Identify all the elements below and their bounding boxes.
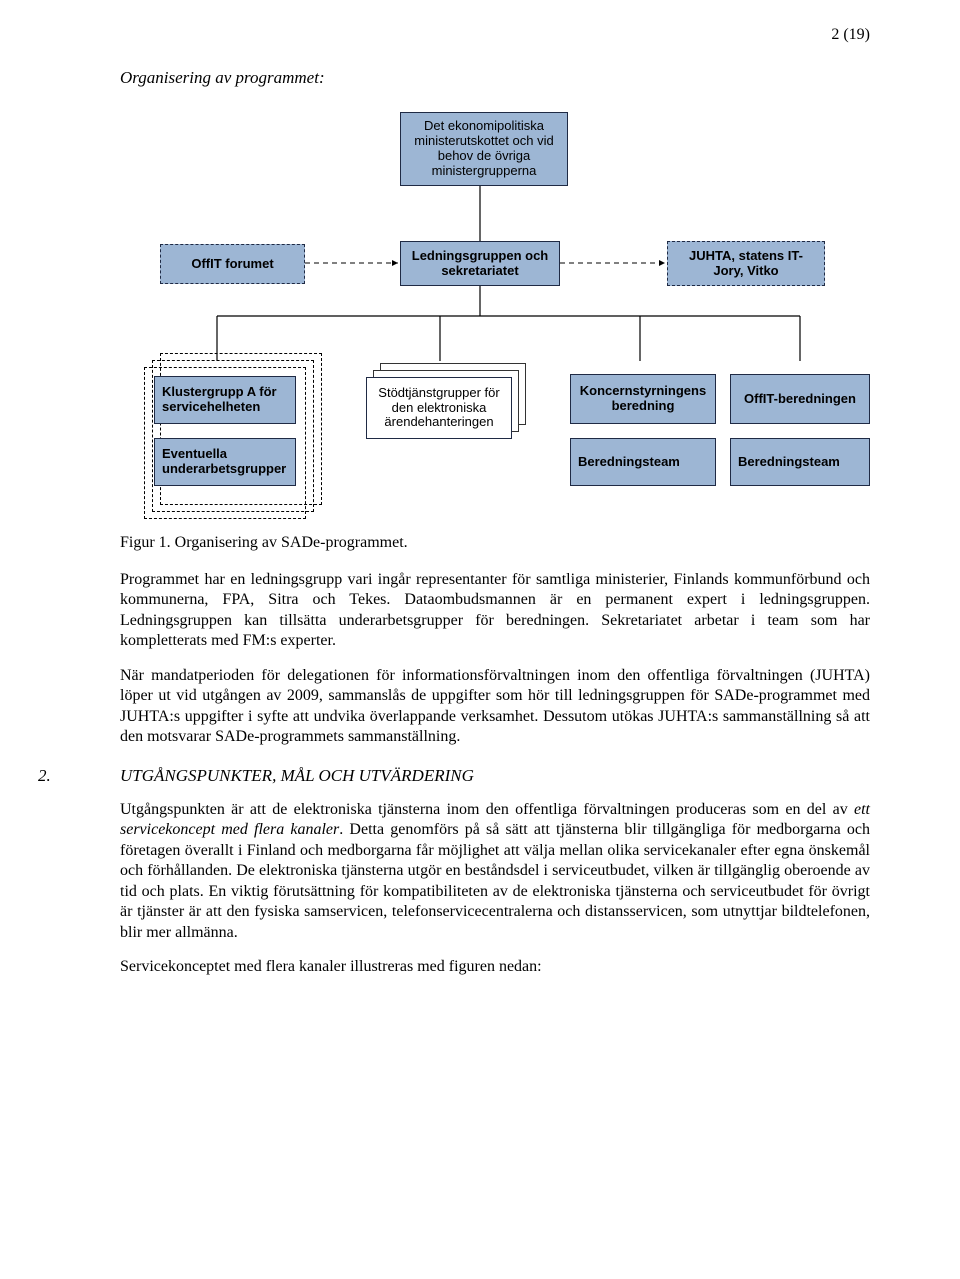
- box-koncern: Koncernstyrningens beredning: [570, 374, 716, 424]
- box-top-label: Det ekonomipolitiska ministerutskottet o…: [408, 119, 560, 179]
- box-juhta-label: JUHTA, statens IT-Jory, Vitko: [675, 249, 817, 279]
- box-juhta: JUHTA, statens IT-Jory, Vitko: [667, 241, 825, 286]
- box-beredteam2: Beredningsteam: [730, 438, 870, 486]
- box-stodgrupper: Stödtjänstgrupper för den elektroniska ä…: [366, 377, 512, 439]
- paragraph-2: När mandatperioden för delegationen för …: [120, 666, 870, 748]
- box-klusterA-label: Klustergrupp A för servicehelheten: [162, 385, 288, 415]
- paragraph-3a: Utgångspunkten är att de elektroniska tj…: [120, 801, 854, 818]
- page-number: 2 (19): [831, 26, 870, 44]
- box-koncern-label: Koncernstyrningens beredning: [578, 384, 708, 414]
- box-klusterA: Klustergrupp A för servicehelheten: [154, 376, 296, 424]
- box-offit-bered-label: OffIT-beredningen: [744, 392, 856, 407]
- box-ledning: Ledningsgruppen och sekretariatet: [400, 241, 560, 286]
- box-offit-bered: OffIT-beredningen: [730, 374, 870, 424]
- document-page: 2 (19) Organisering av programmet:: [0, 0, 960, 1279]
- paragraph-3b: . Detta genomförs på så sätt att tjänste…: [120, 821, 870, 940]
- org-diagram: Det ekonomipolitiska ministerutskottet o…: [110, 106, 870, 526]
- section-2-heading: 2. UTGÅNGSPUNKTER, MÅL OCH UTVÄRDERING: [120, 766, 870, 786]
- figure-caption: Figur 1. Organisering av SADe-programmet…: [120, 534, 870, 552]
- box-eventuella: Eventuella underarbetsgrupper: [154, 438, 296, 486]
- box-beredteam1-label: Beredningsteam: [578, 455, 680, 470]
- section-2-number: 2.: [38, 766, 120, 786]
- paragraph-3: Utgångspunkten är att de elektroniska tj…: [120, 800, 870, 943]
- box-stodgrupper-label: Stödtjänstgrupper för den elektroniska ä…: [374, 386, 504, 431]
- box-top: Det ekonomipolitiska ministerutskottet o…: [400, 112, 568, 186]
- paragraph-4: Servicekonceptet med flera kanaler illus…: [120, 957, 870, 977]
- box-beredteam2-label: Beredningsteam: [738, 455, 840, 470]
- box-eventuella-label: Eventuella underarbetsgrupper: [162, 447, 288, 477]
- box-ledning-label: Ledningsgruppen och sekretariatet: [408, 249, 552, 279]
- section-2-title: UTGÅNGSPUNKTER, MÅL OCH UTVÄRDERING: [120, 766, 474, 786]
- section-heading-1: Organisering av programmet:: [120, 68, 870, 88]
- box-offit-forum: OffIT forumet: [160, 244, 305, 284]
- paragraph-1: Programmet har en ledningsgrupp vari ing…: [120, 570, 870, 652]
- box-beredteam1: Beredningsteam: [570, 438, 716, 486]
- box-offit-forum-label: OffIT forumet: [191, 257, 273, 272]
